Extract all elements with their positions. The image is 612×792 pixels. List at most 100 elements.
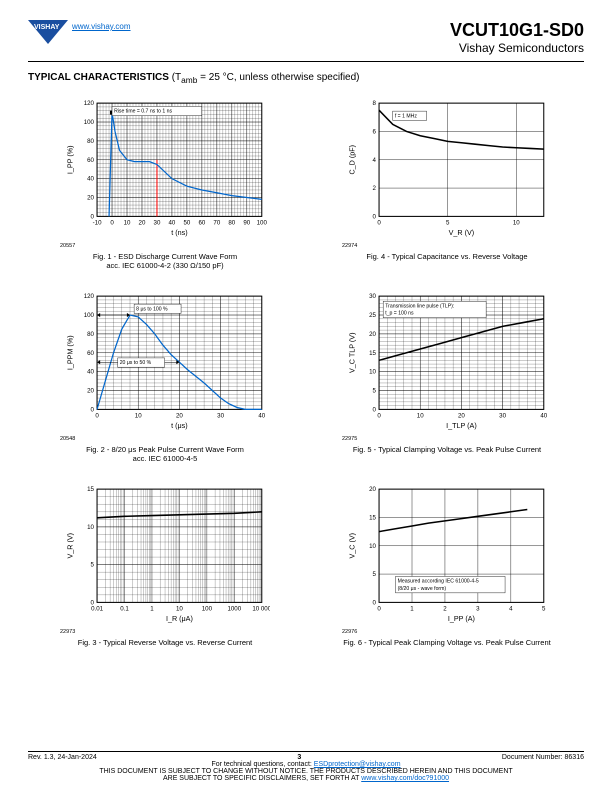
vishay-logo-icon: VISHAY <box>28 20 68 44</box>
svg-text:3: 3 <box>476 606 480 613</box>
svg-text:10: 10 <box>369 369 376 376</box>
contact-link[interactable]: ESDprotection@vishay.com <box>314 761 401 768</box>
svg-text:1: 1 <box>150 606 154 613</box>
chart-svg: 024680510f = 1 MHzV_R (V)C_D (pF) <box>342 93 552 243</box>
chart-id: 22975 <box>342 436 357 442</box>
chart-caption: Fig. 4 - Typical Capacitance vs. Reverse… <box>366 252 527 261</box>
part-info: VCUT10G1-SD0 Vishay Semiconductors <box>450 20 584 55</box>
svg-text:30: 30 <box>499 413 506 420</box>
svg-text:20: 20 <box>139 220 146 227</box>
header-rule <box>28 61 584 62</box>
svg-text:0: 0 <box>373 213 377 220</box>
chart-5: 0510150.010.1110100100010 000I_R (μA)V_R… <box>44 479 286 647</box>
svg-text:f = 1 MHz: f = 1 MHz <box>395 113 418 119</box>
svg-text:I_PP (A): I_PP (A) <box>448 614 475 623</box>
svg-text:20: 20 <box>369 486 376 493</box>
svg-text:10: 10 <box>87 524 94 531</box>
chart-svg: 020406080100120-100102030405060708090100… <box>60 93 270 243</box>
svg-text:20: 20 <box>87 195 94 202</box>
svg-text:20: 20 <box>369 331 376 338</box>
chart-svg: 0510150.010.1110100100010 000I_R (μA)V_R… <box>60 479 270 629</box>
svg-text:60: 60 <box>87 350 94 357</box>
section-title: TYPICAL CHARACTERISTICS (Tamb = 25 °C, u… <box>28 72 584 85</box>
svg-text:15: 15 <box>369 350 376 357</box>
svg-text:40: 40 <box>87 369 94 376</box>
part-subtitle: Vishay Semiconductors <box>450 41 584 55</box>
svg-text:20: 20 <box>87 388 94 395</box>
chart-id: 22976 <box>342 629 357 635</box>
chart-svg: 0204060801001200102030408 μs to 100 %20 … <box>60 286 270 436</box>
svg-text:V_C (V): V_C (V) <box>347 533 356 559</box>
svg-text:40: 40 <box>87 176 94 183</box>
disclaimer-link[interactable]: www.vishay.com/doc?91000 <box>361 775 449 782</box>
svg-text:10 000: 10 000 <box>252 606 270 613</box>
svg-text:10: 10 <box>369 543 376 550</box>
svg-text:10: 10 <box>513 220 520 227</box>
chart-4: 051015202530010203040Transmission line p… <box>326 286 568 463</box>
svg-text:5: 5 <box>373 388 377 395</box>
footer-disclaimer1: THIS DOCUMENT IS SUBJECT TO CHANGE WITHO… <box>28 768 584 775</box>
vishay-url-link[interactable]: www.vishay.com <box>72 22 131 31</box>
svg-text:0: 0 <box>110 220 114 227</box>
svg-text:70: 70 <box>213 220 220 227</box>
svg-text:80: 80 <box>228 220 235 227</box>
part-number: VCUT10G1-SD0 <box>450 20 584 41</box>
svg-text:(8/20 μs - wave form): (8/20 μs - wave form) <box>398 586 447 592</box>
svg-text:40: 40 <box>258 413 265 420</box>
svg-text:30: 30 <box>217 413 224 420</box>
svg-text:60: 60 <box>198 220 205 227</box>
svg-text:I_R (μA): I_R (μA) <box>166 614 193 623</box>
svg-text:80: 80 <box>87 331 94 338</box>
svg-text:6: 6 <box>373 129 377 136</box>
chart-3: 0204060801001200102030408 μs to 100 %20 … <box>44 286 286 463</box>
svg-text:90: 90 <box>243 220 250 227</box>
svg-text:0: 0 <box>91 406 95 413</box>
svg-text:40: 40 <box>168 220 175 227</box>
chart-svg: 051015202530010203040Transmission line p… <box>342 286 552 436</box>
chart-1: 020406080100120-100102030405060708090100… <box>44 93 286 270</box>
svg-text:40: 40 <box>540 413 547 420</box>
chart-caption: Fig. 1 - ESD Discharge Current Wave Form… <box>93 252 237 270</box>
header: VISHAY www.vishay.com VCUT10G1-SD0 Visha… <box>0 0 612 59</box>
svg-text:Rise time = 0.7 ns to 1 ns: Rise time = 0.7 ns to 1 ns <box>114 109 172 115</box>
svg-text:15: 15 <box>87 486 94 493</box>
charts-grid: 020406080100120-100102030405060708090100… <box>0 93 612 647</box>
svg-text:100: 100 <box>257 220 268 227</box>
svg-text:120: 120 <box>84 100 95 107</box>
svg-text:t_p = 100 ns: t_p = 100 ns <box>385 311 414 317</box>
svg-text:2: 2 <box>443 606 447 613</box>
svg-text:20: 20 <box>458 413 465 420</box>
svg-text:VISHAY: VISHAY <box>34 24 60 31</box>
svg-text:5: 5 <box>542 606 546 613</box>
chart-caption: Fig. 5 - Typical Clamping Voltage vs. Pe… <box>353 445 541 454</box>
chart-6: 05101520012345Measured according IEC 610… <box>326 479 568 647</box>
svg-text:10: 10 <box>417 413 424 420</box>
svg-text:60: 60 <box>87 157 94 164</box>
svg-text:I_PPM (%): I_PPM (%) <box>65 335 74 370</box>
svg-text:C_D (pF): C_D (pF) <box>347 145 356 175</box>
svg-text:5: 5 <box>91 562 95 569</box>
svg-text:20 μs to 50 %: 20 μs to 50 % <box>120 360 152 366</box>
chart-caption: Fig. 3 - Typical Reverse Voltage vs. Rev… <box>78 638 253 647</box>
svg-text:V_R (V): V_R (V) <box>449 228 475 237</box>
svg-text:15: 15 <box>369 515 376 522</box>
svg-text:100: 100 <box>84 312 95 319</box>
svg-text:2: 2 <box>373 185 377 192</box>
svg-text:4: 4 <box>373 157 377 164</box>
svg-text:0: 0 <box>377 606 381 613</box>
chart-id: 20548 <box>60 436 75 442</box>
svg-text:t (ns): t (ns) <box>171 228 187 237</box>
svg-text:Transmission line pulse (TLP):: Transmission line pulse (TLP): <box>385 303 454 309</box>
footer-contact: For technical questions, contact: ESDpro… <box>28 761 584 768</box>
svg-text:10: 10 <box>176 606 183 613</box>
svg-text:1000: 1000 <box>227 606 241 613</box>
footer-docnum: Document Number: 86316 <box>502 754 584 761</box>
svg-text:V_C TLP (V): V_C TLP (V) <box>347 333 356 373</box>
chart-id: 22974 <box>342 243 357 249</box>
svg-text:1: 1 <box>410 606 414 613</box>
svg-text:50: 50 <box>183 220 190 227</box>
svg-text:25: 25 <box>369 312 376 319</box>
chart-caption: Fig. 2 - 8/20 μs Peak Pulse Current Wave… <box>86 445 244 463</box>
svg-text:100: 100 <box>202 606 213 613</box>
chart-svg: 05101520012345Measured according IEC 610… <box>342 479 552 629</box>
